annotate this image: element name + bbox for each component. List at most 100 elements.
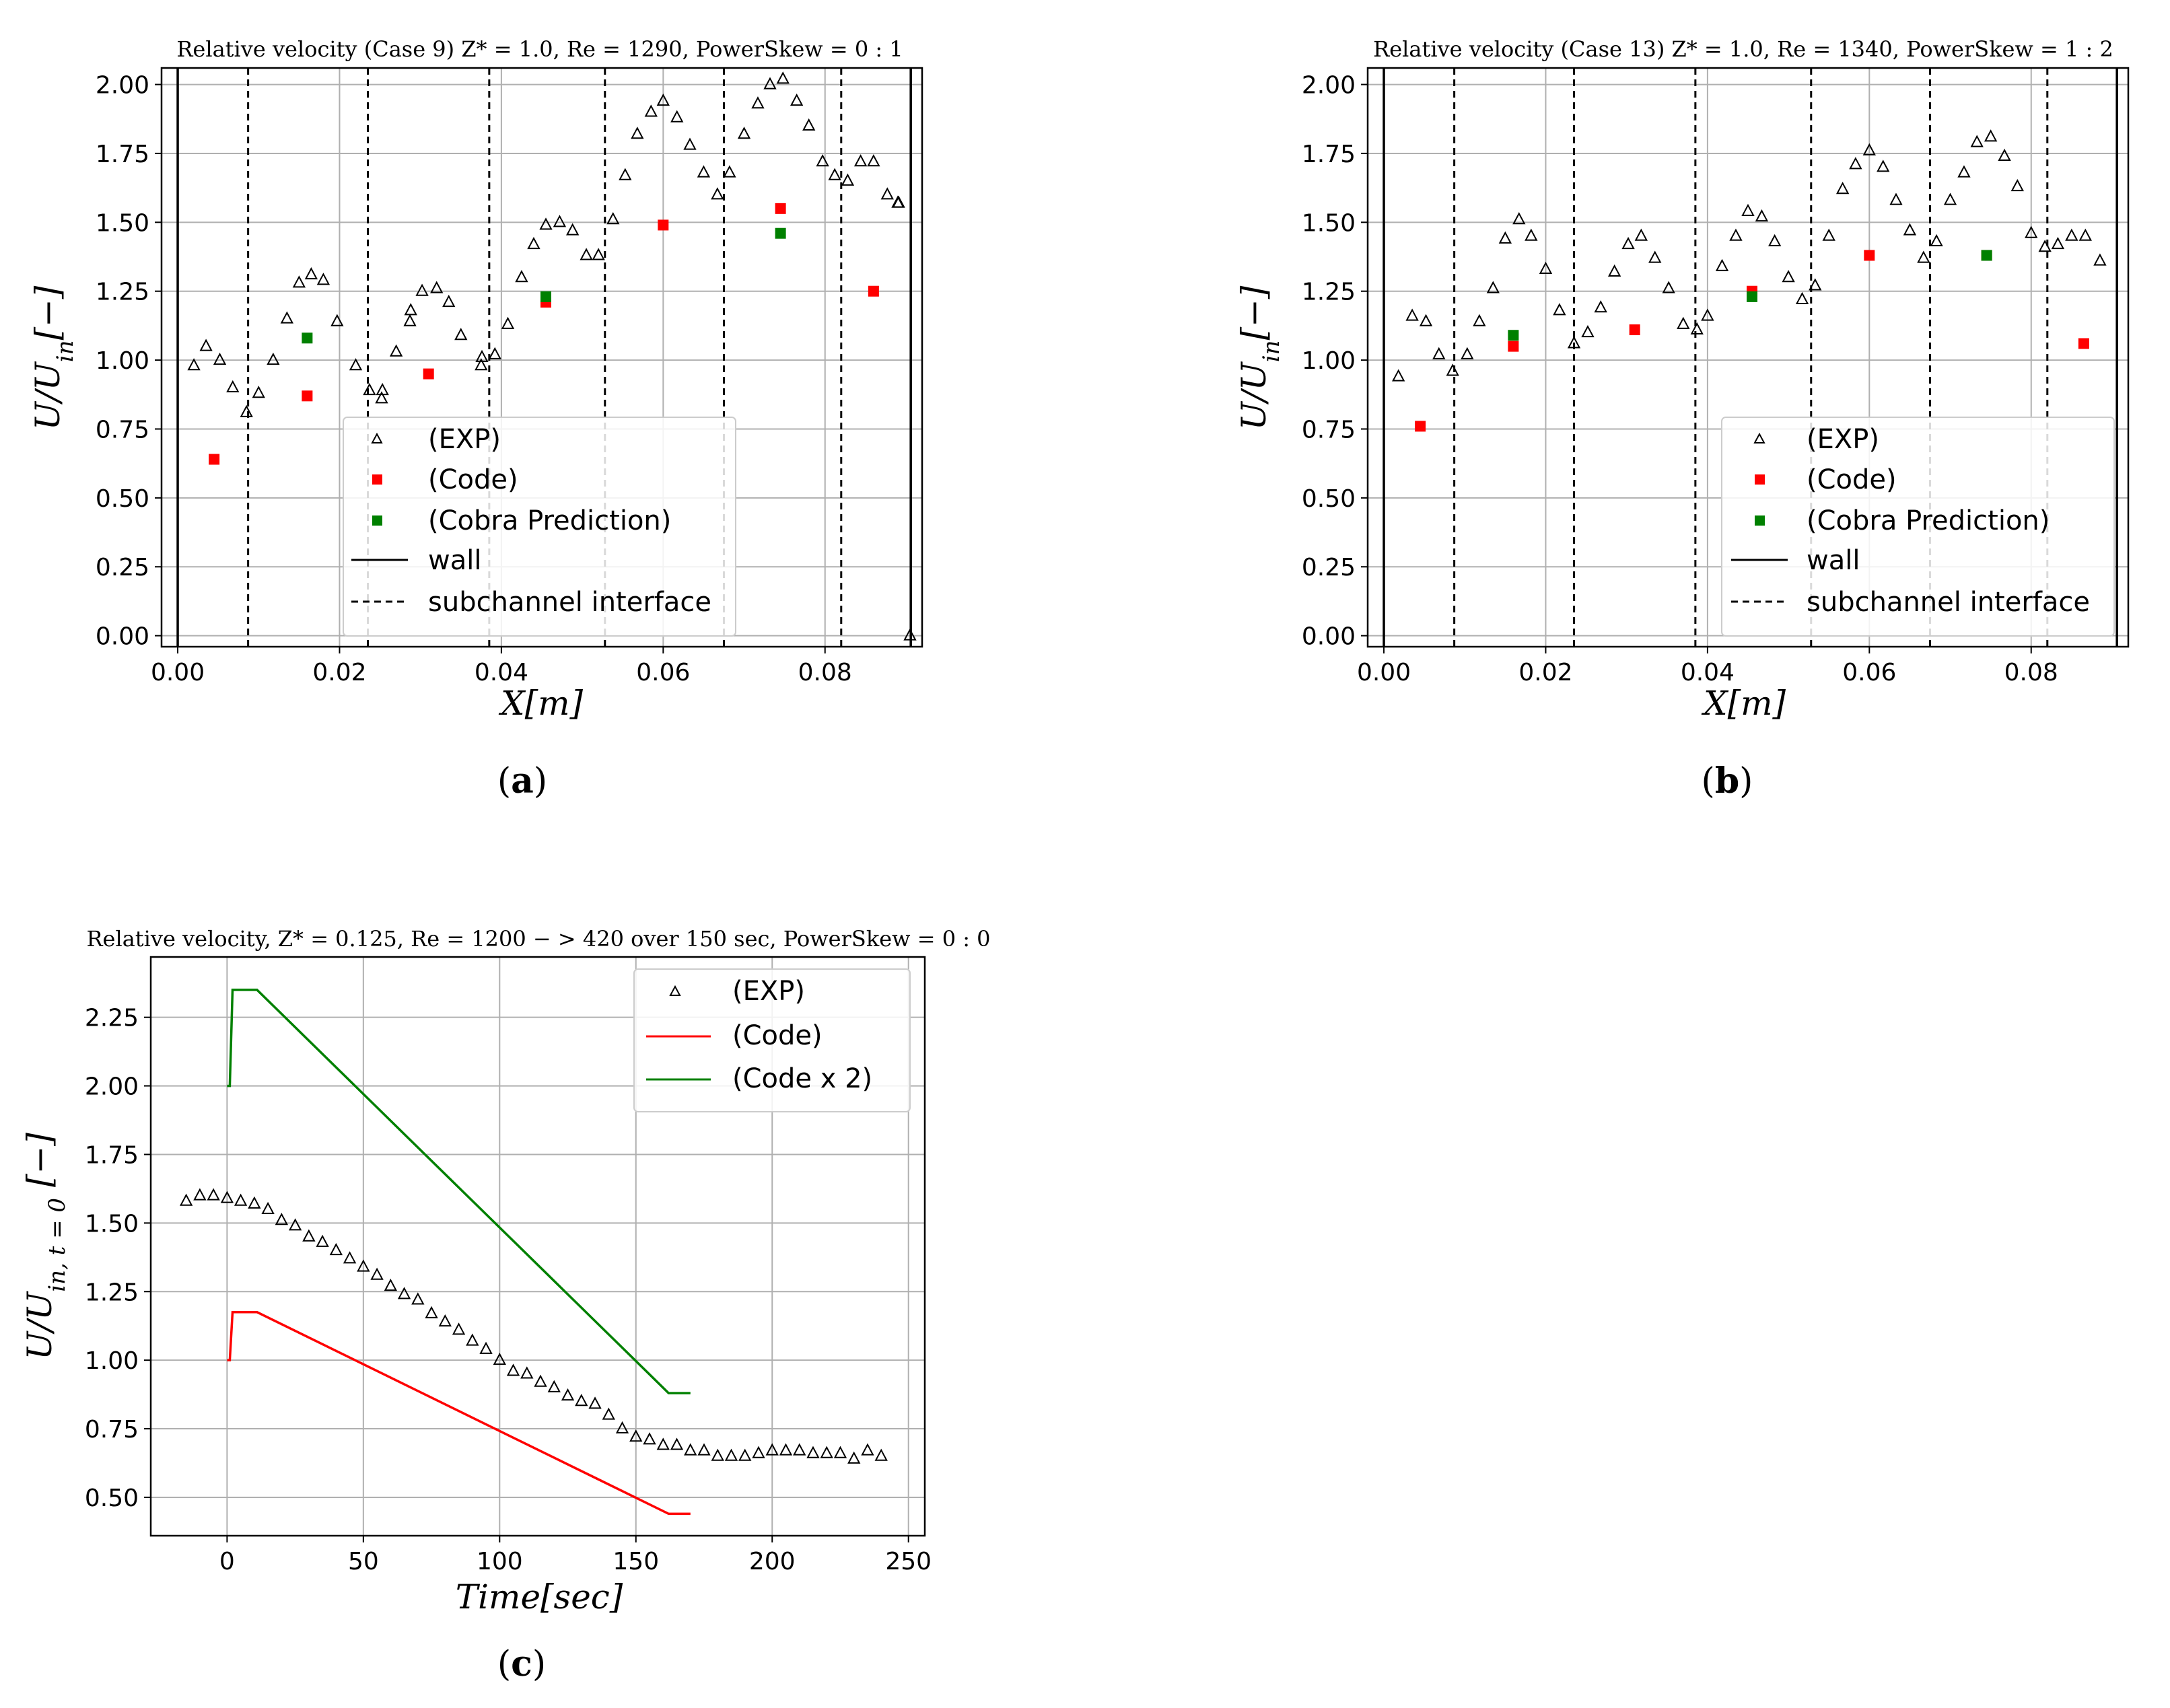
- exp-point: [644, 104, 658, 117]
- y-ticks-a: 0.00 0.25 0.50 0.75 1.00 1.25 1.50 1.75 2.00: [96, 72, 162, 651]
- exp-point: [602, 1407, 615, 1420]
- exp-point: [370, 1267, 384, 1280]
- exp-point: [375, 391, 388, 404]
- exp-point: [1567, 336, 1581, 349]
- exp-point: [515, 270, 528, 283]
- exp-point: [697, 165, 711, 178]
- exp-point: [724, 1448, 738, 1461]
- exp-point: [1525, 228, 1538, 241]
- plot-frame-c: [149, 956, 926, 1537]
- exp-point: [534, 1374, 547, 1387]
- x-tick-label: 100: [477, 1548, 523, 1575]
- panel-label-b: (b): [1702, 760, 1753, 802]
- title-c: Relative velocity, Z* = 0.125, Re = 1200…: [86, 926, 990, 952]
- ylabel-c: U/Uin, t = 0 [−]: [20, 1133, 71, 1360]
- exp-point: [438, 1314, 452, 1327]
- legend-cobra-marker: [372, 515, 382, 526]
- y-tick-label: 0.75: [96, 416, 149, 443]
- exp-point: [193, 1188, 207, 1201]
- exp-point: [816, 154, 829, 167]
- exp-point: [501, 316, 515, 329]
- exp-point: [302, 1229, 316, 1242]
- exp-point: [1539, 261, 1553, 274]
- exp-point: [506, 1363, 520, 1376]
- x-tick-label: 0.06: [1842, 659, 1896, 686]
- cobra-point: [302, 332, 313, 344]
- y-tick-label: 0.00: [1302, 623, 1356, 651]
- exp-point: [1849, 157, 1862, 170]
- x-tick-label: 150: [612, 1548, 659, 1575]
- exp-point: [643, 1432, 656, 1445]
- exp-point: [430, 281, 444, 293]
- exp-point: [820, 1446, 833, 1458]
- exp-point: [520, 1366, 534, 1379]
- exp-point: [1862, 143, 1876, 155]
- exp-point: [415, 283, 429, 296]
- panel-label-a: (a): [497, 760, 547, 802]
- y-tick-label: 0.00: [96, 623, 149, 651]
- y-tick-label: 1.75: [85, 1141, 139, 1169]
- exp-point: [403, 314, 417, 326]
- exp-point: [683, 137, 697, 150]
- legend-cobra-label: (Cobra Prediction): [1807, 505, 2050, 536]
- exp-point: [1943, 192, 1957, 205]
- exp-point: [615, 1421, 629, 1434]
- y-tick-label: 0.25: [1302, 554, 1356, 581]
- legend-exp-marker: [371, 432, 383, 443]
- legend-code-label: (Code): [1807, 464, 1897, 495]
- exp-point: [629, 1429, 643, 1442]
- data-marks-c: [179, 1188, 888, 1464]
- y-tick-label: 1.50: [96, 209, 149, 237]
- exp-point: [1889, 192, 1903, 205]
- y-tick-label: 2.00: [1302, 72, 1356, 100]
- exp-point: [1782, 270, 1795, 283]
- title-a-text: Relative velocity (Case 9) Z* = 1.0, Re …: [176, 36, 903, 62]
- exp-point: [2078, 228, 2092, 241]
- x-tick-label: 0.08: [798, 659, 852, 686]
- code-point: [1415, 421, 1426, 432]
- exp-point: [357, 1259, 370, 1272]
- title-a: Relative velocity (Case 9) Z* = 1.0, Re …: [176, 36, 903, 62]
- exp-point: [363, 383, 376, 396]
- exp-point: [2093, 253, 2107, 266]
- exp-point: [261, 1201, 275, 1214]
- legend-box-c: [633, 968, 911, 1112]
- legend-exp-marker: [669, 985, 681, 996]
- exp-point: [1405, 308, 1419, 321]
- exp-point: [442, 294, 456, 308]
- code-point: [423, 368, 434, 380]
- x-ticks-c: 0 50 100 150 200 250: [219, 1536, 932, 1575]
- y-tick-label: 0.25: [96, 554, 149, 581]
- cobra-point: [1981, 250, 1992, 261]
- panel-label-c: (c): [497, 1643, 546, 1684]
- exp-point: [737, 127, 751, 139]
- x-tick-label: 0.00: [1357, 659, 1411, 686]
- exp-point: [226, 380, 240, 393]
- exp-point: [539, 217, 553, 230]
- x-tick-label: 50: [348, 1548, 379, 1575]
- ylabel-a: U/Uin[−]: [28, 285, 79, 430]
- series-lines-c: [227, 989, 691, 1516]
- exp-point: [1701, 308, 1714, 321]
- legend-c: (EXP) (Code) (Code x 2): [633, 968, 911, 1112]
- exp-point: [779, 1443, 793, 1456]
- exp-point: [349, 358, 363, 371]
- exp-point: [2010, 178, 2024, 192]
- exp-point: [592, 248, 605, 260]
- exp-point: [1822, 228, 1835, 241]
- exp-point: [527, 236, 540, 250]
- exp-point: [425, 1306, 438, 1318]
- exp-point: [670, 110, 684, 122]
- exp-point: [454, 328, 468, 341]
- panel-b: Relative velocity (Case 13) Z* = 1.0, Re…: [1234, 36, 2130, 802]
- code-point: [868, 285, 879, 297]
- x-tick-label: 250: [885, 1548, 932, 1575]
- exp-point: [404, 303, 417, 316]
- y-tick-label: 1.25: [1302, 279, 1356, 306]
- exp-point: [765, 1443, 779, 1456]
- legend-codex2-label: (Code x 2): [732, 1063, 872, 1094]
- code-point: [302, 390, 313, 402]
- panel-a: Relative velocity (Case 9) Z* = 1.0, Re …: [28, 36, 923, 802]
- exp-point: [841, 173, 855, 186]
- exp-point: [267, 352, 280, 365]
